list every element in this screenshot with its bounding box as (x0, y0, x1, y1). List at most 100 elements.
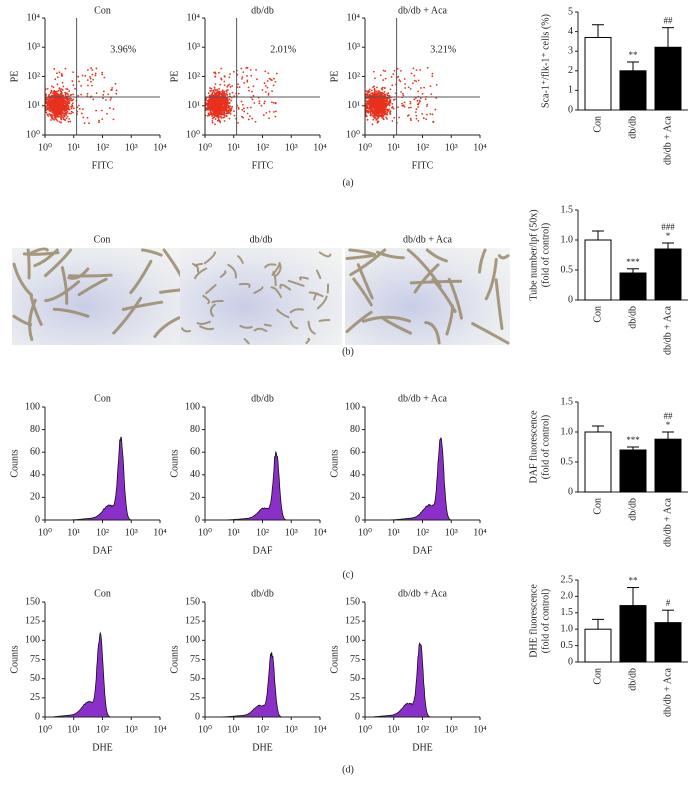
dot (376, 121, 379, 124)
dot (424, 98, 427, 101)
dot (62, 108, 65, 110)
dot (243, 110, 246, 113)
y-tick-label: 75 (350, 654, 360, 665)
x-tick-label: 10⁴ (313, 724, 327, 735)
dot (61, 89, 64, 91)
y-tick-label: 0.5 (561, 640, 574, 651)
significance-mark: ** (629, 50, 639, 60)
dot (60, 114, 63, 117)
dot (101, 71, 104, 74)
dot (420, 87, 422, 89)
dot (366, 109, 369, 112)
x-tick-label: 10² (416, 142, 429, 153)
y-axis-label: Counts (329, 645, 340, 673)
tube (28, 298, 37, 341)
dot (68, 99, 71, 102)
dot (229, 105, 232, 108)
tube (191, 262, 200, 273)
dot (258, 100, 261, 103)
dot (237, 106, 240, 109)
tube (318, 251, 332, 258)
dot (376, 102, 378, 105)
dot (223, 107, 225, 110)
x-axis-label: DHE (252, 742, 273, 753)
y-tick-label: 100 (185, 635, 200, 646)
tube (205, 284, 217, 295)
x-tick-label: 10⁴ (153, 527, 167, 538)
dot-cloud (204, 66, 278, 126)
x-tick-label: 10⁴ (313, 142, 327, 153)
dot (385, 99, 388, 102)
y-tick-label: 0 (195, 514, 200, 525)
dot (225, 99, 228, 102)
dot (246, 106, 249, 109)
dot (50, 85, 53, 88)
tube (318, 319, 331, 323)
dot (48, 98, 51, 101)
dot (65, 98, 68, 101)
dot (435, 97, 438, 99)
tube (289, 308, 304, 314)
dot (417, 119, 420, 122)
dot (219, 91, 221, 94)
dot (372, 70, 375, 73)
x-tick-label: 10³ (445, 527, 458, 538)
y-tick-label: 1.0 (561, 623, 574, 634)
tube (361, 315, 412, 323)
dot (232, 70, 235, 73)
cell-network (12, 247, 189, 341)
x-tick-label: db/db + Aca (662, 497, 673, 547)
y-tick-label: 10¹ (347, 100, 360, 111)
dot (384, 112, 387, 115)
dot (86, 79, 89, 82)
dot (237, 122, 239, 124)
x-tick-label: Con (592, 116, 603, 133)
dot (384, 87, 386, 89)
y-axis-label: (fold of control) (540, 589, 551, 653)
dot (264, 84, 267, 87)
dot (223, 116, 226, 119)
dot (77, 75, 80, 78)
dot (392, 98, 395, 101)
bar (654, 248, 682, 301)
dot (366, 94, 368, 97)
dot (210, 93, 213, 96)
dot (95, 92, 98, 94)
dot (60, 88, 63, 91)
dot (61, 75, 63, 77)
dot (377, 98, 379, 101)
dot (105, 99, 107, 101)
dot (66, 88, 69, 91)
dot (375, 92, 378, 95)
y-tick-label: 2 (568, 65, 573, 76)
dot (378, 108, 381, 111)
x-tick-label: 10⁴ (313, 527, 327, 538)
dot (273, 111, 275, 113)
dot (64, 102, 67, 105)
tube (209, 303, 216, 317)
tube (289, 320, 299, 330)
dot (398, 116, 401, 119)
dot (370, 99, 373, 102)
tube (424, 321, 441, 345)
x-tick-label: 10⁴ (473, 142, 487, 153)
dot (391, 84, 394, 87)
dot (413, 98, 416, 101)
histogram-shape (213, 652, 309, 718)
dot (57, 106, 60, 109)
dot (425, 113, 428, 116)
dot (402, 94, 405, 97)
dot (404, 83, 406, 85)
dot (368, 88, 371, 91)
bar (584, 36, 612, 111)
y-tick-label: 60 (350, 446, 360, 457)
x-tick-label: 10⁰ (198, 527, 212, 538)
dot (224, 94, 227, 97)
y-axis-label: Counts (9, 449, 20, 477)
dot (61, 116, 64, 119)
dot (210, 89, 213, 92)
y-tick-label: 0 (355, 711, 360, 722)
x-axis-label: FITC (412, 160, 434, 171)
dot (112, 118, 115, 121)
bar (584, 239, 612, 301)
